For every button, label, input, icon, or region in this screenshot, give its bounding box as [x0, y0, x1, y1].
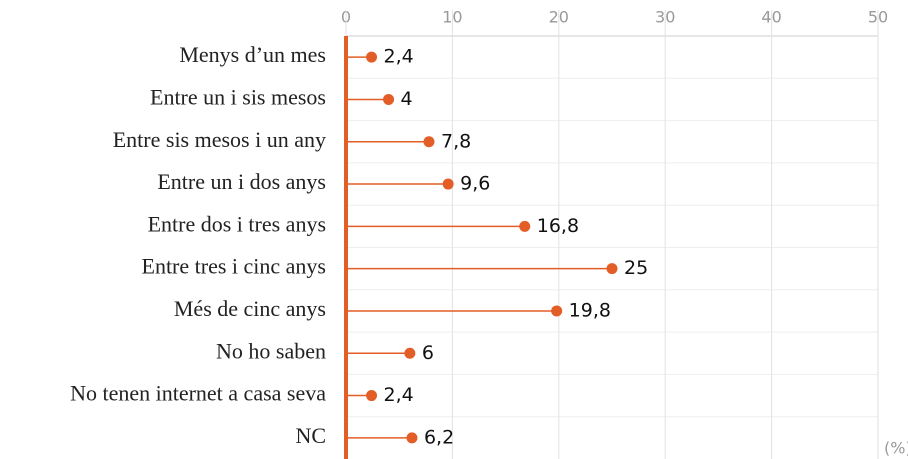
- dot: [383, 93, 395, 105]
- category-label: Entre tres i cinc anys: [142, 254, 327, 279]
- dot: [366, 390, 378, 402]
- category-label: No tenen internet a casa seva: [70, 381, 326, 406]
- category-label: No ho saben: [216, 338, 326, 363]
- category-label: Entre sis mesos i un any: [113, 127, 326, 152]
- unit-label: (%): [884, 439, 908, 458]
- category-label: Menys d’un mes: [179, 42, 326, 67]
- value-label: 2,4: [384, 46, 414, 68]
- dot: [519, 220, 531, 232]
- dot: [404, 347, 416, 359]
- value-label: 25: [624, 257, 648, 279]
- value-label: 19,8: [569, 299, 611, 321]
- category-label: NC: [295, 423, 326, 448]
- value-label: 16,8: [537, 215, 579, 237]
- dot: [423, 136, 435, 148]
- dot: [442, 178, 454, 190]
- category-label: Entre dos i tres anys: [148, 211, 326, 236]
- dot: [606, 263, 618, 275]
- value-label: 6: [422, 342, 434, 364]
- category-label: Més de cinc anys: [174, 296, 326, 321]
- value-label: 9,6: [460, 173, 490, 195]
- value-label: 6,2: [424, 426, 454, 448]
- value-label: 7,8: [441, 130, 471, 152]
- category-label: Entre un i sis mesos: [150, 84, 326, 109]
- value-label: 2,4: [384, 384, 414, 406]
- category-label: Entre un i dos anys: [157, 169, 326, 194]
- dot: [406, 432, 418, 444]
- dot: [551, 305, 563, 317]
- value-label: 4: [401, 88, 413, 110]
- dot: [366, 51, 378, 63]
